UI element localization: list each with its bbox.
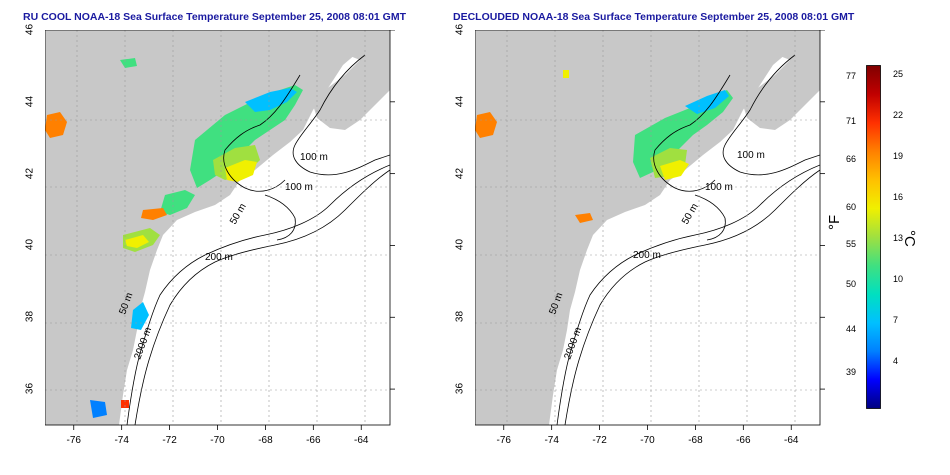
colorbar-c-tick: 10 xyxy=(893,274,904,284)
x-tick-label: -64 xyxy=(354,435,369,446)
contour-label-100m-b: 100 m xyxy=(705,182,733,193)
contour-label-200m: 200 m xyxy=(633,250,661,261)
colorbar-f-tick: 66 xyxy=(846,154,857,164)
y-tick-label: 46 xyxy=(454,23,466,36)
graticule xyxy=(475,30,820,425)
map-area: 100 m 100 m 50 m 200 m 50 m 2000 m xyxy=(475,30,820,425)
colorbar-c-tick: 4 xyxy=(893,356,899,366)
x-tick-label: -76 xyxy=(67,435,82,446)
colorbar-f-tick: 55 xyxy=(846,239,857,249)
colorbar-f-tick: 44 xyxy=(846,324,857,334)
x-tick-label: -66 xyxy=(736,435,751,446)
x-tick-label: -68 xyxy=(258,435,273,446)
y-tick-label: 42 xyxy=(454,167,466,179)
colorbar-f-tick: 77 xyxy=(846,71,857,81)
x-tick-label: -72 xyxy=(592,435,607,446)
graticule xyxy=(45,30,390,425)
map-area: 100 m 100 m 50 m 200 m 50 m 2000 m xyxy=(45,30,390,425)
colorbar-c-tick: 13 xyxy=(893,233,904,243)
unit-celsius-label: °C xyxy=(901,230,918,247)
land-mass xyxy=(475,30,820,425)
panel-title-rucool: RU COOL NOAA-18 Sea Surface Temperature … xyxy=(23,11,407,23)
colorbar-c-tick: 19 xyxy=(893,151,904,161)
y-tick-label: 36 xyxy=(24,383,36,395)
contour-label-200m: 200 m xyxy=(205,252,233,263)
y-tick-label: 44 xyxy=(454,95,466,107)
sst-data xyxy=(475,70,733,223)
contour-label-100m-a: 100 m xyxy=(737,150,765,161)
y-tick-label: 44 xyxy=(24,95,36,107)
panel-title-declouded: DECLOUDED NOAA-18 Sea Surface Temperatur… xyxy=(453,11,855,23)
y-tick-label: 40 xyxy=(24,239,36,251)
x-tick-label: -64 xyxy=(784,435,799,446)
colorbar-c-tick: 7 xyxy=(893,315,899,325)
y-tick-label: 38 xyxy=(24,311,36,323)
colorbar-f-tick: 71 xyxy=(846,116,857,126)
x-tick-label: -74 xyxy=(544,435,559,446)
sst-map-rucool: 100 m 100 m 50 m 200 m 50 m 2000 m -76 -7… xyxy=(45,30,395,446)
colorbar-c-tick: 25 xyxy=(893,69,904,79)
unit-fahrenheit-label: °F xyxy=(826,214,843,230)
contour-label-100m-b: 100 m xyxy=(285,182,313,193)
x-tick-label: -72 xyxy=(162,435,177,446)
y-tick-label: 42 xyxy=(24,167,36,179)
y-tick-label: 36 xyxy=(454,383,466,395)
colorbar-c-tick: 22 xyxy=(893,110,904,120)
x-tick-label: -74 xyxy=(114,435,129,446)
temperature-colorbar xyxy=(866,65,881,409)
land-mass-nova-scotia xyxy=(735,30,820,130)
x-tick-label: -68 xyxy=(688,435,703,446)
sst-map-declouded: 100 m 100 m 50 m 200 m 50 m 2000 m -76 -7… xyxy=(475,30,825,446)
colorbar-f-tick: 39 xyxy=(846,367,857,377)
x-tick-label: -70 xyxy=(210,435,225,446)
colorbar-f-tick: 50 xyxy=(846,279,857,289)
y-tick-label: 46 xyxy=(24,23,36,36)
sst-data xyxy=(45,58,303,418)
land-mass-nova-scotia xyxy=(305,30,390,130)
colorbar-f-tick: 60 xyxy=(846,202,857,212)
contour-label-100m-a: 100 m xyxy=(300,152,328,163)
x-tick-label: -76 xyxy=(497,435,512,446)
x-tick-label: -66 xyxy=(306,435,321,446)
y-tick-label: 38 xyxy=(454,311,466,323)
colorbar-c-tick: 16 xyxy=(893,192,904,202)
axis-ticks: -76 -74 -72 -70 -68 -66 -64 xyxy=(497,30,825,446)
x-tick-label: -70 xyxy=(640,435,655,446)
y-tick-label: 40 xyxy=(454,239,466,251)
axis-ticks: -76 -74 -72 -70 -68 -66 -64 xyxy=(67,30,395,446)
